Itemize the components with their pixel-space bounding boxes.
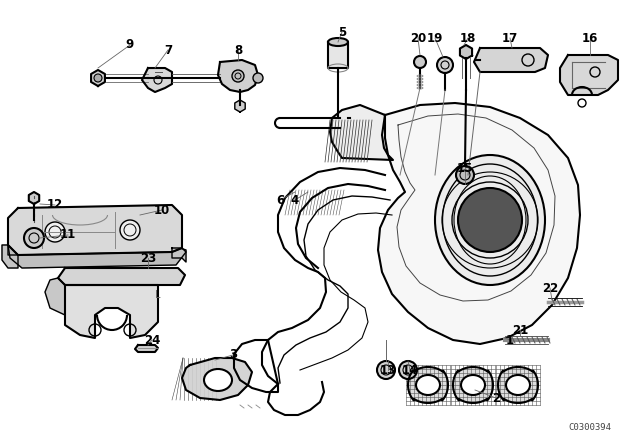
Text: 3: 3 bbox=[229, 349, 237, 362]
Circle shape bbox=[45, 222, 65, 242]
Polygon shape bbox=[29, 192, 39, 204]
Ellipse shape bbox=[461, 375, 485, 395]
Circle shape bbox=[24, 228, 44, 248]
Circle shape bbox=[458, 188, 522, 252]
Text: 23: 23 bbox=[140, 251, 156, 264]
Polygon shape bbox=[235, 100, 245, 112]
Circle shape bbox=[377, 361, 395, 379]
Circle shape bbox=[120, 220, 140, 240]
Polygon shape bbox=[560, 55, 618, 95]
Text: 1: 1 bbox=[506, 333, 514, 346]
Polygon shape bbox=[408, 367, 448, 403]
Text: L: L bbox=[156, 290, 161, 300]
Ellipse shape bbox=[328, 38, 348, 46]
Circle shape bbox=[232, 70, 244, 82]
Polygon shape bbox=[142, 68, 172, 92]
Circle shape bbox=[437, 57, 453, 73]
Polygon shape bbox=[135, 345, 158, 352]
Polygon shape bbox=[378, 103, 580, 344]
Ellipse shape bbox=[435, 155, 545, 285]
Polygon shape bbox=[328, 42, 348, 68]
Text: 17: 17 bbox=[502, 31, 518, 44]
Polygon shape bbox=[91, 70, 105, 86]
Text: 14: 14 bbox=[402, 363, 418, 376]
Polygon shape bbox=[460, 45, 472, 59]
Polygon shape bbox=[182, 358, 252, 400]
Text: C0300394: C0300394 bbox=[568, 423, 611, 432]
Polygon shape bbox=[498, 367, 538, 403]
Polygon shape bbox=[45, 278, 65, 315]
Polygon shape bbox=[8, 245, 186, 268]
Text: 19: 19 bbox=[427, 31, 443, 44]
Polygon shape bbox=[8, 205, 182, 255]
Ellipse shape bbox=[416, 375, 440, 395]
Polygon shape bbox=[172, 248, 186, 262]
Text: 6: 6 bbox=[276, 194, 284, 207]
Polygon shape bbox=[330, 105, 393, 160]
Circle shape bbox=[399, 361, 417, 379]
Circle shape bbox=[253, 73, 263, 83]
Polygon shape bbox=[58, 268, 185, 285]
Text: 20: 20 bbox=[410, 31, 426, 44]
Polygon shape bbox=[2, 245, 18, 268]
Circle shape bbox=[456, 166, 474, 184]
Text: 8: 8 bbox=[234, 43, 242, 56]
Text: 21: 21 bbox=[512, 323, 528, 336]
Text: 13: 13 bbox=[380, 363, 396, 376]
Text: 16: 16 bbox=[582, 31, 598, 44]
Text: 9: 9 bbox=[126, 39, 134, 52]
Polygon shape bbox=[453, 367, 493, 403]
Text: 7: 7 bbox=[164, 43, 172, 56]
Circle shape bbox=[94, 74, 102, 82]
Text: 2: 2 bbox=[492, 392, 500, 405]
Text: 11: 11 bbox=[60, 228, 76, 241]
Text: 24: 24 bbox=[144, 333, 160, 346]
Circle shape bbox=[414, 56, 426, 68]
Text: 22: 22 bbox=[542, 281, 558, 294]
Polygon shape bbox=[65, 285, 158, 338]
Polygon shape bbox=[218, 60, 258, 92]
Ellipse shape bbox=[506, 375, 530, 395]
Text: 4: 4 bbox=[291, 194, 299, 207]
Text: 5: 5 bbox=[338, 26, 346, 39]
Polygon shape bbox=[474, 48, 548, 72]
Text: 10: 10 bbox=[154, 203, 170, 216]
Text: 18: 18 bbox=[460, 31, 476, 44]
Text: 12: 12 bbox=[47, 198, 63, 211]
Ellipse shape bbox=[204, 369, 232, 391]
Text: 15: 15 bbox=[457, 161, 473, 175]
